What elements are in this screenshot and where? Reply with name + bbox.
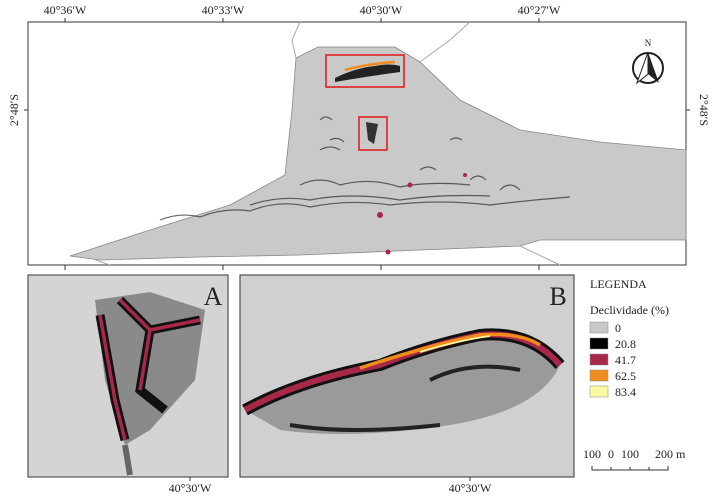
latitude-label: 2°48′S bbox=[697, 94, 711, 126]
legend-value: 83.4 bbox=[615, 385, 636, 399]
legend-swatch bbox=[590, 338, 608, 349]
inset-b: B 40°30′W bbox=[240, 275, 574, 495]
main-map: 40°36′W 40°33′W 40°30′W 40°27′W 2°48′S 2… bbox=[7, 3, 711, 270]
longitude-label: 40°30′W bbox=[449, 481, 492, 495]
scale-bar: 100 0 100 200 m bbox=[583, 447, 686, 470]
map-figure: 40°36′W 40°33′W 40°30′W 40°27′W 2°48′S 2… bbox=[0, 0, 714, 497]
legend-subtitle: Declividade (%) bbox=[590, 303, 669, 317]
legend-swatch bbox=[590, 322, 608, 333]
legend-value: 41.7 bbox=[615, 353, 636, 367]
longitude-label: 40°30′W bbox=[169, 481, 212, 495]
north-label: N bbox=[645, 38, 652, 48]
legend-value: 20.8 bbox=[615, 337, 636, 351]
inset-a: A 40°30′W bbox=[28, 275, 228, 495]
longitude-label: 40°27′W bbox=[518, 3, 561, 17]
longitude-label: 40°30′W bbox=[360, 3, 403, 17]
inset-label: A bbox=[204, 282, 223, 311]
legend-swatch bbox=[590, 354, 608, 365]
longitude-label: 40°33′W bbox=[202, 3, 245, 17]
scale-label: 200 m bbox=[655, 447, 686, 461]
legend-title: LEGENDA bbox=[590, 277, 647, 291]
scale-label: 0 bbox=[608, 447, 614, 461]
scale-label: 100 bbox=[583, 447, 601, 461]
legend-value: 62.5 bbox=[615, 369, 636, 383]
legend-swatch bbox=[590, 370, 608, 381]
scale-label: 100 bbox=[621, 447, 639, 461]
latitude-label: 2°48′S bbox=[7, 94, 21, 126]
legend-value: 0 bbox=[615, 321, 621, 335]
inset-label: B bbox=[549, 282, 566, 311]
legend: LEGENDA Declividade (%) 0 20.8 41.7 62.5 83.… bbox=[590, 277, 669, 399]
longitude-label: 40°36′W bbox=[44, 3, 87, 17]
legend-swatch bbox=[590, 386, 608, 397]
